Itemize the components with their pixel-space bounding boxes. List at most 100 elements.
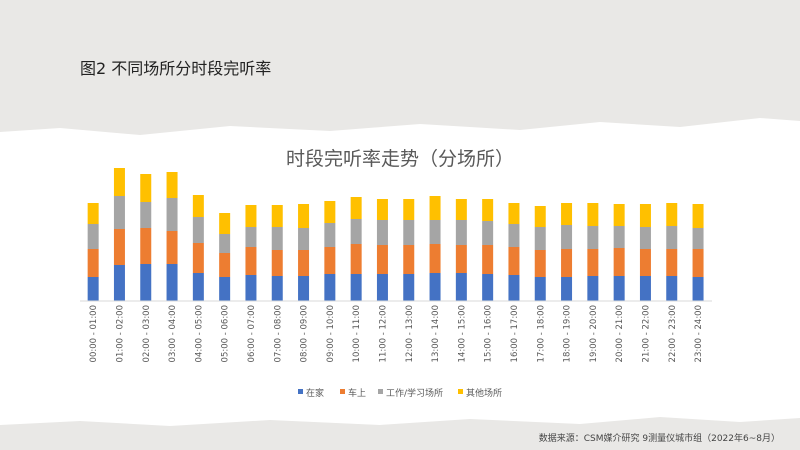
x-tick-label: 14:00 - 15:00	[457, 305, 467, 362]
x-tick-label: 22:00 - 23:00	[668, 305, 678, 362]
bar-segment-2-20	[613, 226, 625, 248]
bar-segment-2-2	[140, 202, 152, 228]
bar-segment-1-16	[508, 247, 520, 275]
bar-segment-1-5	[219, 253, 231, 277]
bar-segment-1-20	[613, 248, 625, 276]
legend-label: 工作/学习场所	[386, 387, 443, 399]
x-tick-label: 13:00 - 14:00	[431, 305, 441, 362]
legend-label: 车上	[348, 387, 366, 399]
bar-segment-1-11	[376, 245, 388, 274]
bar-segment-0-21	[639, 276, 651, 301]
bar-segment-2-22	[666, 226, 678, 249]
bar-segment-2-18	[561, 225, 573, 249]
bar-segment-0-6	[245, 275, 257, 301]
bar-segment-2-6	[245, 227, 257, 247]
bar-segment-3-4	[192, 195, 204, 217]
bar-segment-2-4	[192, 217, 204, 243]
bar-segment-2-12	[403, 220, 415, 245]
bar-segment-2-14	[455, 220, 467, 245]
bar-segment-0-3	[166, 264, 178, 301]
x-tick-label: 08:00 - 09:00	[300, 305, 310, 362]
bar-segment-1-2	[140, 228, 152, 264]
bar-segment-0-22	[666, 276, 678, 301]
x-tick-label: 19:00 - 20:00	[589, 305, 599, 362]
bar-segment-1-3	[166, 231, 178, 264]
legend-swatch	[340, 389, 345, 394]
bar-segment-2-1	[113, 196, 125, 229]
bar-segment-2-10	[350, 219, 362, 244]
chart-title: 时段完听率走势（分场所）	[286, 148, 514, 170]
x-tick-label: 16:00 - 17:00	[510, 305, 520, 362]
x-tick-label: 23:00 - 24:00	[694, 305, 704, 362]
bar-segment-3-7	[271, 205, 283, 227]
bar-segment-0-12	[403, 274, 415, 301]
bar-segment-0-16	[508, 275, 520, 301]
bar-segment-2-21	[639, 227, 651, 249]
bar-segment-3-19	[587, 203, 599, 226]
bar-segment-2-15	[482, 221, 494, 245]
bar-segment-2-9	[324, 223, 336, 247]
bar-segment-3-13	[429, 196, 441, 220]
x-tick-label: 04:00 - 05:00	[194, 305, 204, 362]
bar-segment-1-15	[482, 245, 494, 274]
bar-segment-0-14	[455, 273, 467, 301]
bar-segment-3-10	[350, 197, 362, 219]
source-note: 数据来源：CSM媒介研究 9测量仪城市组（2022年6~8月）	[538, 434, 780, 444]
bar-segment-1-4	[192, 243, 204, 273]
bar-segment-2-0	[87, 224, 99, 249]
bar-segment-1-0	[87, 249, 99, 277]
x-tick-label: 10:00 - 11:00	[352, 305, 362, 362]
bar-segment-1-6	[245, 247, 257, 275]
bar-segment-2-11	[376, 220, 388, 245]
legend-label: 其他场所	[466, 387, 502, 399]
bar-segment-1-1	[113, 229, 125, 265]
bar-segment-2-19	[587, 226, 599, 249]
bar-segment-1-13	[429, 244, 441, 273]
bar-segment-3-16	[508, 203, 520, 224]
x-tick-label: 02:00 - 03:00	[142, 305, 152, 362]
legend-swatch	[378, 389, 383, 394]
x-tick-label: 01:00 - 02:00	[115, 305, 125, 362]
bar-segment-2-23	[692, 228, 704, 249]
bar-segment-3-3	[166, 172, 178, 198]
bar-segment-3-15	[482, 199, 494, 221]
bar-segment-2-3	[166, 198, 178, 231]
x-tick-label: 06:00 - 07:00	[247, 305, 257, 362]
bar-segment-1-9	[324, 247, 336, 274]
bar-segment-1-14	[455, 245, 467, 273]
bar-segment-0-2	[140, 264, 152, 301]
bar-segment-0-0	[87, 277, 99, 301]
bar-segment-0-10	[350, 274, 362, 301]
bar-segment-3-14	[455, 199, 467, 220]
bar-segment-1-17	[534, 250, 546, 277]
bar-segment-2-17	[534, 227, 546, 250]
bar-segment-3-20	[613, 204, 625, 226]
bar-segment-1-7	[271, 250, 283, 276]
bar-segment-0-5	[219, 277, 231, 301]
bar-segment-2-16	[508, 224, 520, 247]
bar-segment-0-7	[271, 276, 283, 301]
bar-segment-2-8	[298, 228, 310, 250]
bar-segment-0-11	[376, 274, 388, 301]
bar-segment-3-12	[403, 199, 415, 220]
bar-segment-1-19	[587, 249, 599, 276]
x-tick-label: 11:00 - 12:00	[378, 305, 388, 362]
bar-segment-3-6	[245, 205, 257, 227]
bar-segment-3-5	[219, 213, 231, 234]
legend-swatch	[458, 389, 463, 394]
bar-segment-3-1	[113, 168, 125, 196]
bar-segment-1-22	[666, 249, 678, 276]
legend-label: 在家	[306, 387, 324, 399]
bar-segment-0-8	[298, 276, 310, 301]
bar-segment-0-15	[482, 274, 494, 301]
bar-segment-2-13	[429, 220, 441, 244]
bar-segment-3-18	[561, 203, 573, 225]
bar-segment-0-9	[324, 274, 336, 301]
bar-segment-3-9	[324, 201, 336, 223]
bar-segment-0-13	[429, 273, 441, 301]
bar-segment-1-12	[403, 245, 415, 274]
x-tick-label: 18:00 - 19:00	[563, 305, 573, 362]
bar-segment-0-4	[192, 273, 204, 301]
bar-segment-1-21	[639, 249, 651, 276]
